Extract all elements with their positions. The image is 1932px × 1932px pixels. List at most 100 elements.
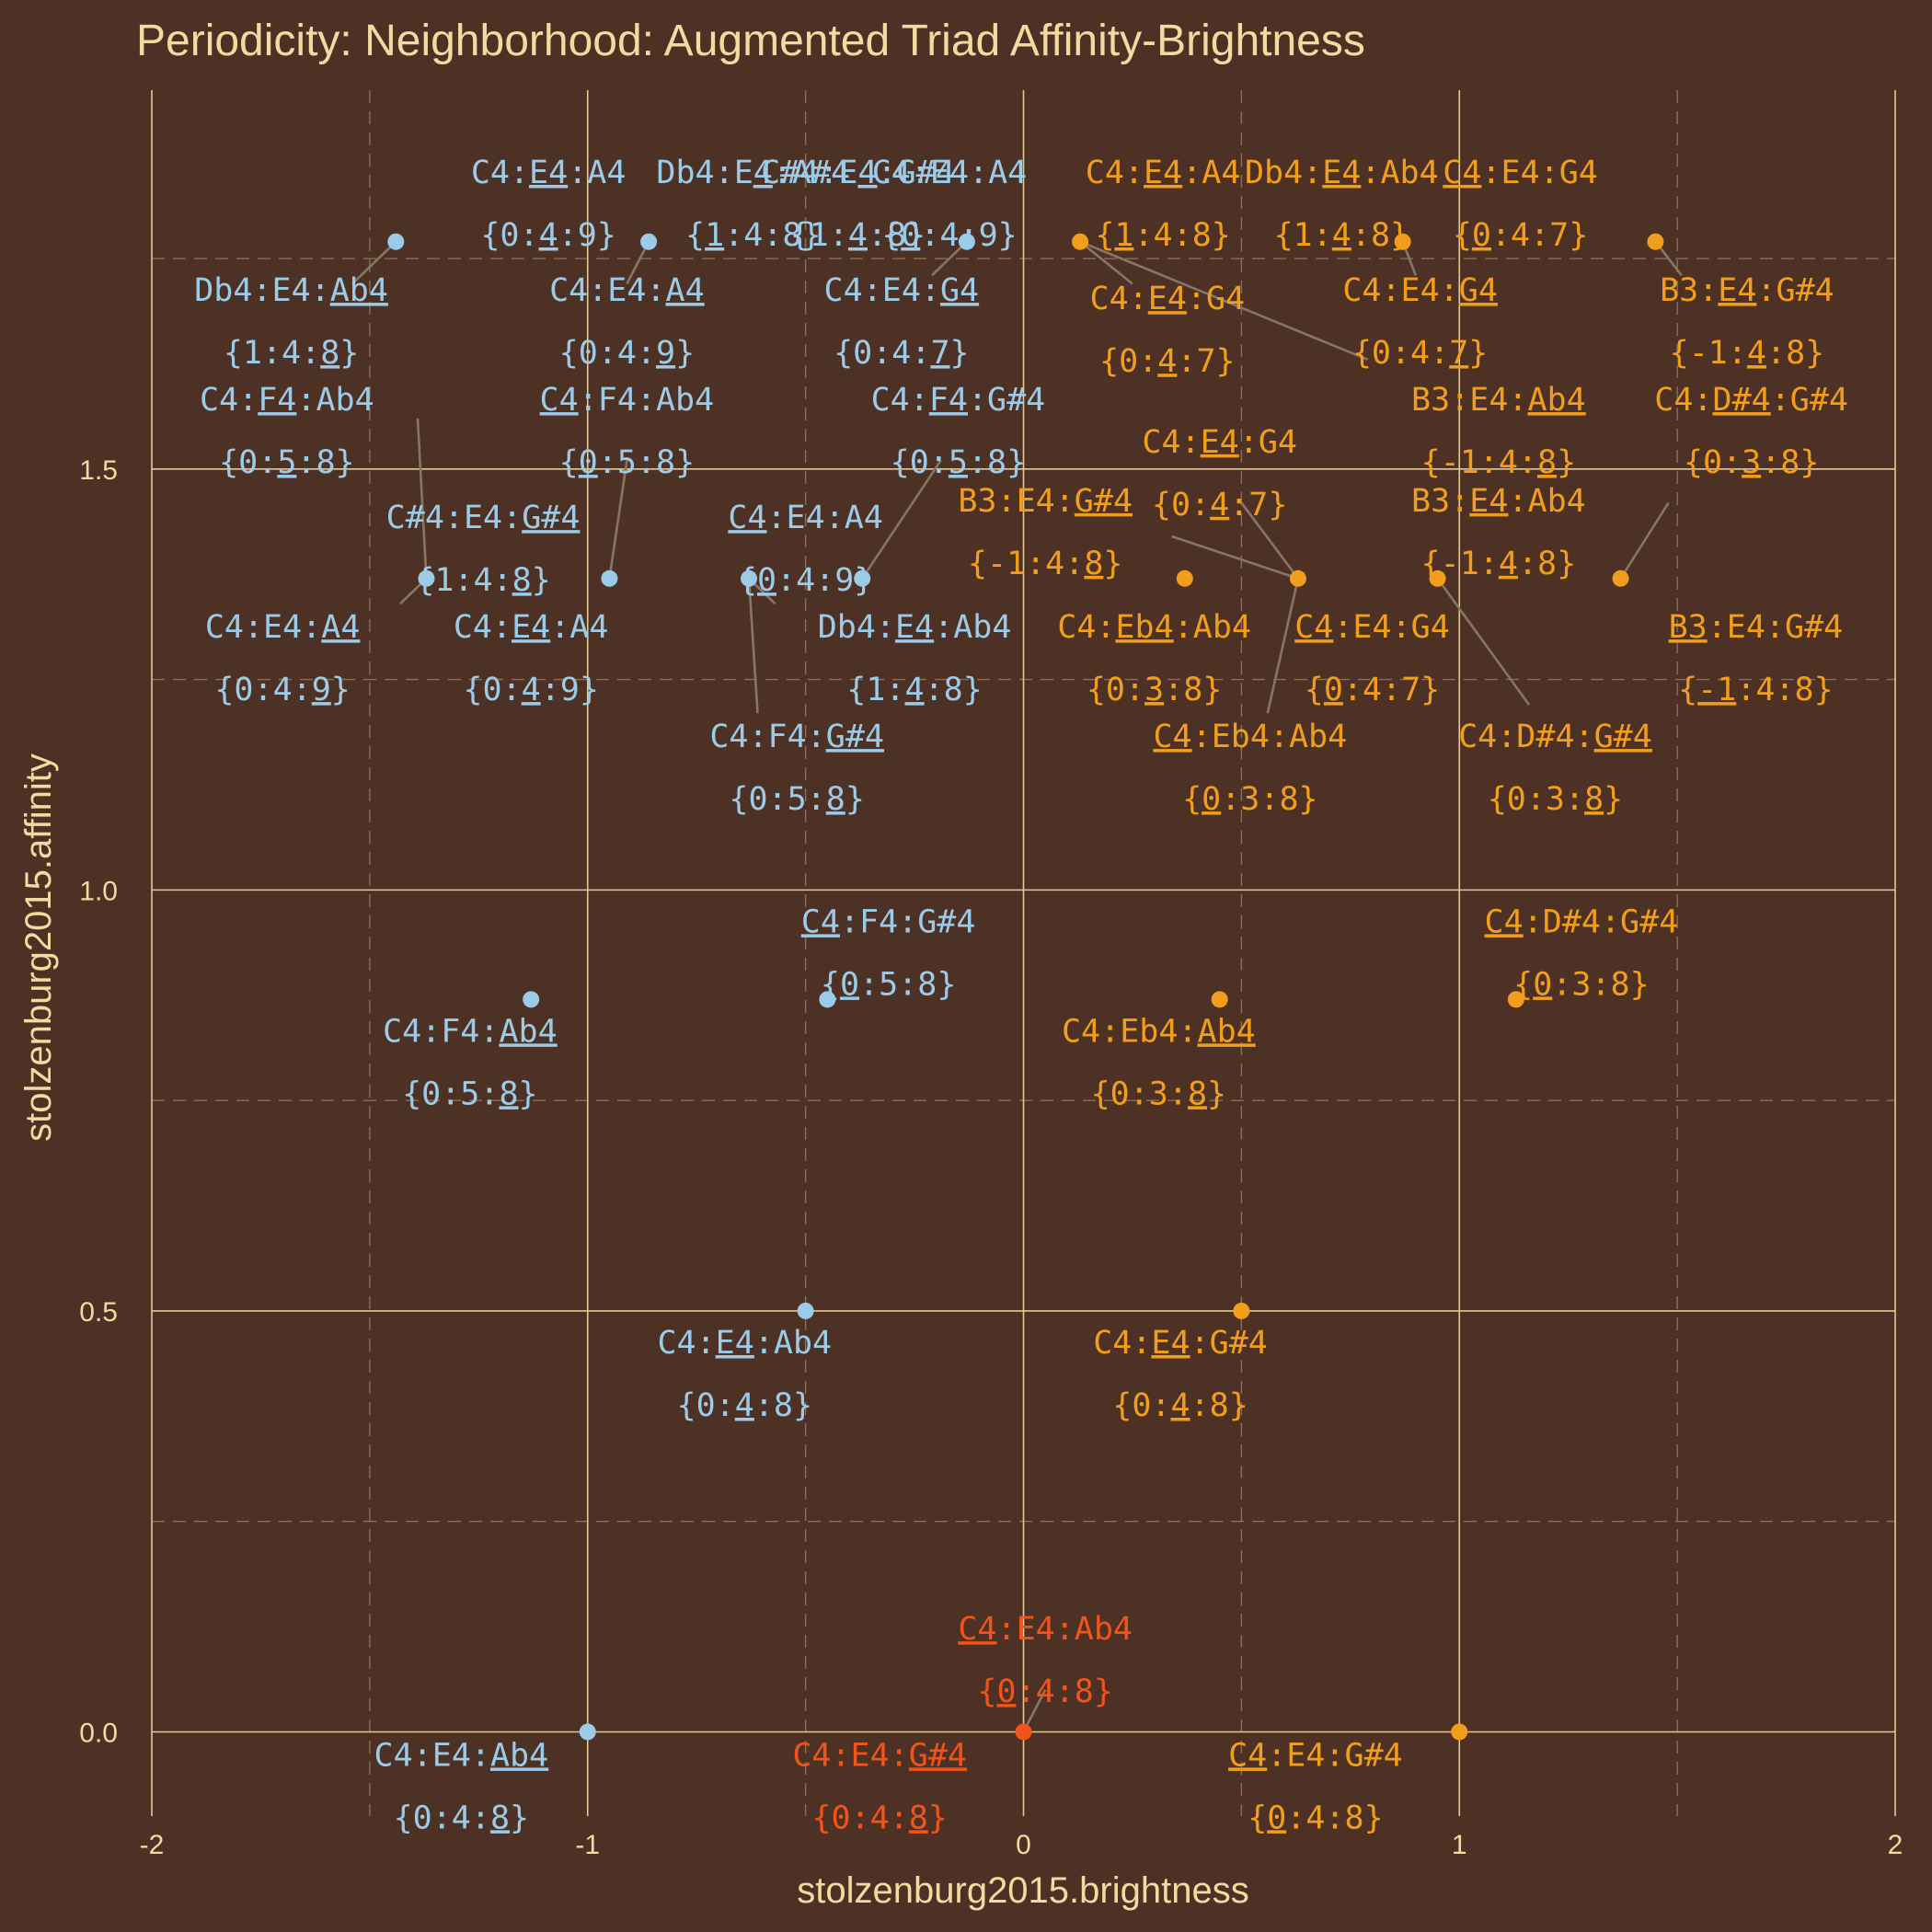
label-chord: Db4:E4:A#4 <box>656 155 850 191</box>
label-chord: Db4:E4:Ab4 <box>818 609 1012 646</box>
label-pitch-set: {1:4:8} <box>1095 217 1231 254</box>
point-label: C4:E4:A4 {0:4:9} <box>454 609 609 708</box>
label-chord: C4:D#4:G#4 <box>1458 719 1652 755</box>
label-pitch-set: {0:4:9} <box>559 335 696 372</box>
label-chord: C4:E4:A4 <box>471 155 627 191</box>
leader-line <box>608 460 628 579</box>
label-pitch-set: {0:3:8} <box>1091 1075 1227 1112</box>
label-chord: C4:E4:A4 <box>205 609 361 646</box>
point-label: C4:E4:G#4 {0:4:8} <box>1228 1737 1403 1836</box>
point-label: B3:E4:Ab4 {-1:4:8} <box>1411 483 1586 582</box>
data-point <box>1176 569 1193 587</box>
leader-line <box>1171 535 1299 581</box>
label-chord: C4:F4:G#4 <box>709 719 884 755</box>
point-label: C4:E4:G4 {0:4:7} <box>1342 272 1498 372</box>
leader-line <box>1436 578 1531 706</box>
label-chord: C4:E4:G4 <box>1142 424 1297 461</box>
point-labels: C4:E4:A4{0:4:9}Db4:E4:Ab4{1:4:8}Db4:E4:A… <box>194 155 1848 1836</box>
label-pitch-set: {1:4:8} <box>790 217 926 254</box>
data-point <box>1647 233 1664 250</box>
label-pitch-set: {0:4:8} <box>977 1673 1113 1710</box>
x-tick-label: 1 <box>1452 1830 1467 1860</box>
label-pitch-set: {0:4:7} <box>1305 672 1441 708</box>
point-label: C4:E4:Ab4 {0:4:8} <box>958 1611 1133 1710</box>
point-label: C4:D#4:G#4 {0:3:8} <box>1485 903 1679 1003</box>
point-label: C4:D#4:G#4 {0:3:8} <box>1654 382 1848 481</box>
axis-ticks: -2 -1 0 1 2 0.0 0.5 1.0 1.5 <box>79 455 1903 1860</box>
x-tick-label: -1 <box>575 1830 600 1860</box>
label-chord: C4:E4:Ab4 <box>374 1737 549 1774</box>
leader-line <box>861 459 942 580</box>
point-label: C4:E4:G#4 {0:4:8} <box>1093 1325 1268 1424</box>
point-label: B3:E4:G#4 {-1:4:8} <box>958 483 1133 582</box>
label-chord: C4:E4:G#4 <box>1228 1737 1403 1774</box>
label-chord: C4:E4:G#4 <box>792 1737 967 1774</box>
data-point <box>1072 233 1089 250</box>
label-pitch-set: {1:4:8} <box>1274 217 1410 254</box>
data-point <box>579 1723 596 1741</box>
y-axis-title: stolzenburg2015.affinity <box>18 753 59 1142</box>
y-tick-label: 1.0 <box>79 876 118 906</box>
label-pitch-set: {1:4:8} <box>224 335 360 372</box>
label-pitch-set: {0:4:8} <box>1248 1800 1384 1836</box>
label-chord: C4:E4:G4 <box>1443 155 1598 191</box>
label-pitch-set: {0:4:8} <box>1112 1387 1248 1424</box>
data-point <box>1015 1723 1032 1741</box>
label-pitch-set: {0:3:8} <box>1684 444 1820 481</box>
point-label: Db4:E4:Ab4 {1:4:8} <box>818 609 1012 708</box>
point-label: C4:E4:A4 {0:4:9} <box>549 272 705 372</box>
data-point <box>1211 991 1228 1008</box>
data-point <box>387 233 405 250</box>
point-label: C4:F4:G#4 {0:5:8} <box>801 903 976 1003</box>
label-pitch-set: {0:4:7} <box>1352 335 1489 372</box>
label-chord: C4:Eb4:Ab4 <box>1057 609 1251 646</box>
point-label: C4:F4:Ab4 {0:5:8} <box>383 1013 558 1112</box>
label-pitch-set: {-1:4:8} <box>1421 546 1577 582</box>
label-chord: B3:E4:G#4 <box>1669 609 1844 646</box>
data-point <box>1612 569 1629 587</box>
label-pitch-set: {0:3:8} <box>1182 781 1318 818</box>
label-chord: B3:E4:Ab4 <box>1411 382 1586 419</box>
label-chord: B3:E4:G#4 <box>1660 272 1834 309</box>
label-chord: C4:E4:G4 <box>824 272 980 309</box>
point-label: C4:D#4:G#4 {0:3:8} <box>1458 719 1652 818</box>
point-label: C4:Eb4:Ab4 {0:3:8} <box>1057 609 1251 708</box>
point-label: C4:Eb4:Ab4 {0:3:8} <box>1153 719 1347 818</box>
point-label: C4:E4:G4 {0:4:7} <box>1443 155 1598 254</box>
x-tick-label: -2 <box>140 1830 165 1860</box>
label-pitch-set: {0:4:9} <box>214 672 351 708</box>
data-point <box>640 233 658 250</box>
label-pitch-set: {-1:4:8} <box>968 546 1123 582</box>
label-chord: Db4:E4:Ab4 <box>1245 155 1439 191</box>
label-chord: Db4:E4:Ab4 <box>194 272 388 309</box>
point-label: C4:E4:Ab4 {0:4:8} <box>374 1737 549 1836</box>
leader-line <box>1079 240 1369 362</box>
label-pitch-set: {-1:4:8} <box>1421 444 1577 481</box>
label-chord: C4:F4:G#4 <box>871 382 1046 419</box>
label-pitch-set: {0:5:8} <box>729 781 865 818</box>
label-chord: C4:E4:Ab4 <box>958 1611 1133 1648</box>
data-point <box>958 233 975 250</box>
label-chord: C4:Eb4:Ab4 <box>1153 719 1347 755</box>
label-pitch-set: {0:4:7} <box>1453 217 1589 254</box>
label-chord: C4:F4:G#4 <box>801 903 976 940</box>
data-point <box>819 991 836 1008</box>
data-point <box>1394 233 1411 250</box>
point-label: C4:E4:Ab4 {0:4:8} <box>657 1325 832 1424</box>
point-label: C#4:E4:G#4 {1:4:8} <box>386 500 581 599</box>
point-label: B3:E4:G#4 {-1:4:8} <box>1669 609 1844 708</box>
point-label: C4:F4:Ab4 {0:5:8} <box>200 382 374 481</box>
point-label: C4:E4:A4 {0:4:9} <box>471 155 627 254</box>
label-chord: C4:E4:G4 <box>1294 609 1450 646</box>
point-label: C4:E4:A4 {0:4:9} <box>205 609 361 708</box>
data-points <box>387 233 1664 1741</box>
label-chord: C4:D#4:G#4 <box>1654 382 1848 419</box>
label-pitch-set: {0:4:9} <box>881 217 1018 254</box>
x-tick-label: 0 <box>1016 1830 1031 1860</box>
label-chord: C4:E4:A4 <box>454 609 609 646</box>
label-pitch-set: {-1:4:8} <box>1678 672 1834 708</box>
data-point <box>1429 569 1446 587</box>
data-point <box>1507 991 1524 1008</box>
